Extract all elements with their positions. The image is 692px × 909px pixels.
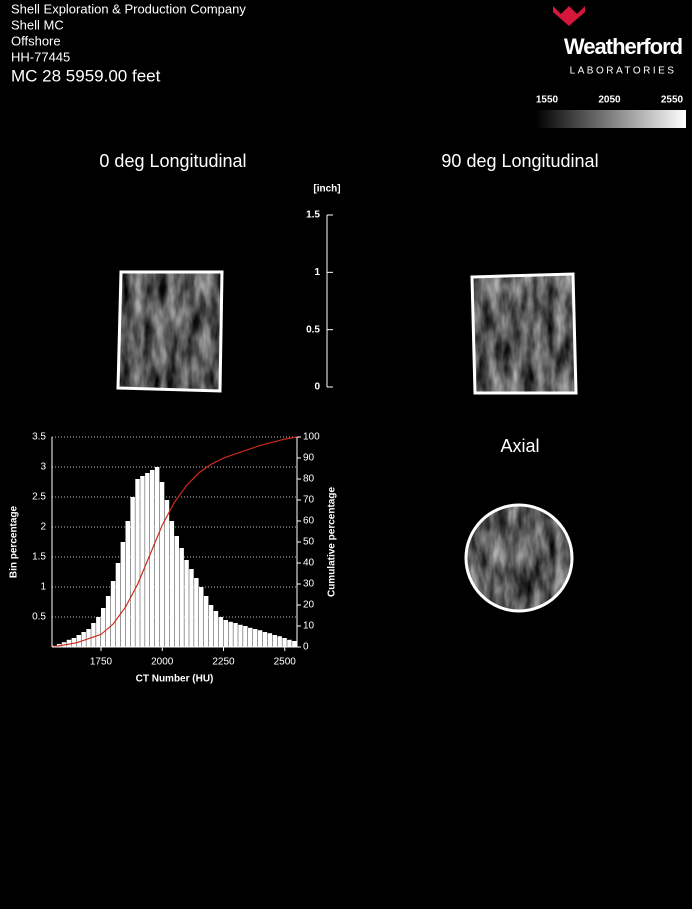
y2-tick-label: 80 bbox=[303, 474, 315, 485]
bar bbox=[194, 578, 199, 647]
bar bbox=[174, 536, 179, 647]
logo-name: Weatherford bbox=[564, 34, 682, 59]
bar bbox=[71, 638, 77, 647]
scan-axial bbox=[464, 503, 574, 613]
logo-icon bbox=[553, 6, 585, 26]
y2-tick-label: 90 bbox=[303, 453, 315, 464]
bar bbox=[115, 563, 121, 647]
y-tick-label: 2 bbox=[40, 522, 46, 533]
scan-90deg bbox=[470, 272, 578, 395]
logo-sub: LABORATORIES bbox=[570, 66, 677, 77]
bar bbox=[292, 641, 297, 647]
y2-tick-label: 70 bbox=[303, 495, 315, 506]
bar bbox=[238, 624, 243, 647]
y2-tick-label: 10 bbox=[303, 621, 315, 632]
scan-0deg bbox=[116, 270, 224, 393]
y-tick-label: 1.5 bbox=[32, 552, 46, 563]
bar bbox=[282, 638, 287, 647]
scale-unit: [inch] bbox=[313, 184, 340, 195]
y2-tick-label: 50 bbox=[303, 537, 315, 548]
x-tick-label: 1750 bbox=[90, 657, 113, 668]
bar bbox=[277, 636, 282, 647]
bar bbox=[164, 500, 170, 647]
colorbar bbox=[535, 110, 686, 128]
bar bbox=[252, 629, 258, 647]
colorbar-tick-label: 1550 bbox=[536, 95, 559, 106]
colorbar-tick-label: 2050 bbox=[598, 95, 621, 106]
bar bbox=[154, 467, 160, 647]
bar bbox=[213, 611, 219, 647]
bar bbox=[120, 542, 126, 647]
x-tick-label: 2250 bbox=[212, 657, 235, 668]
y-tick-label: 2.5 bbox=[32, 492, 46, 503]
header-line: Offshore bbox=[11, 33, 61, 48]
y-axis-label: Bin percentage bbox=[9, 505, 20, 578]
bar bbox=[66, 639, 72, 647]
bar bbox=[248, 627, 253, 647]
view-title: 90 deg Longitudinal bbox=[441, 151, 598, 171]
y-tick-label: 1 bbox=[40, 582, 46, 593]
y2-axis-label: Cumulative percentage bbox=[327, 487, 338, 597]
header-line: Shell MC bbox=[11, 17, 64, 32]
bar bbox=[218, 617, 224, 647]
bar bbox=[101, 608, 106, 647]
bar bbox=[267, 633, 273, 647]
y2-tick-label: 20 bbox=[303, 600, 315, 611]
x-tick-label: 2500 bbox=[274, 657, 297, 668]
bar bbox=[105, 596, 111, 647]
bar bbox=[203, 596, 209, 647]
bar bbox=[262, 632, 268, 647]
bar bbox=[179, 548, 184, 647]
bar bbox=[76, 635, 81, 647]
y2-tick-label: 100 bbox=[303, 432, 320, 443]
bar bbox=[130, 497, 135, 647]
x-tick-label: 2000 bbox=[151, 657, 174, 668]
bar bbox=[257, 630, 263, 647]
bar bbox=[233, 623, 238, 647]
scale-tick-label: 0.5 bbox=[306, 324, 320, 335]
bar bbox=[81, 632, 86, 647]
bar bbox=[135, 479, 140, 647]
colorbar-tick-label: 2550 bbox=[661, 95, 684, 106]
view-title: 0 deg Longitudinal bbox=[99, 151, 246, 171]
y2-tick-label: 30 bbox=[303, 579, 315, 590]
bar bbox=[96, 617, 101, 647]
header-line: HH-77445 bbox=[11, 49, 70, 64]
bar bbox=[272, 635, 277, 647]
x-axis-label: CT Number (HU) bbox=[136, 674, 214, 685]
bar bbox=[91, 623, 96, 647]
bar bbox=[110, 581, 116, 647]
bar bbox=[184, 560, 189, 647]
cumulative-line bbox=[51, 436, 298, 648]
bar bbox=[243, 626, 248, 647]
depth: MC 28 5959.00 feet bbox=[11, 66, 161, 85]
bar bbox=[159, 482, 165, 647]
bar bbox=[125, 521, 130, 647]
bar bbox=[189, 569, 194, 647]
y-tick-label: 3.5 bbox=[32, 432, 46, 443]
bar bbox=[140, 476, 145, 647]
bar bbox=[86, 629, 91, 647]
bar bbox=[287, 639, 292, 647]
view-title: Axial bbox=[500, 436, 539, 456]
header-line: Shell Exploration & Production Company bbox=[11, 1, 246, 16]
bar bbox=[169, 521, 175, 647]
y2-tick-label: 60 bbox=[303, 516, 315, 527]
scale-tick-label: 1 bbox=[314, 267, 320, 278]
y-tick-label: 0.5 bbox=[32, 612, 46, 623]
y-tick-label: 3 bbox=[40, 462, 46, 473]
bar bbox=[208, 605, 214, 647]
bar bbox=[228, 621, 233, 647]
y2-tick-label: 40 bbox=[303, 558, 315, 569]
y2-tick-label: 0 bbox=[303, 642, 309, 653]
bar bbox=[150, 470, 155, 647]
bar bbox=[199, 587, 204, 647]
scale-tick-label: 0 bbox=[314, 382, 320, 393]
bar bbox=[223, 620, 228, 647]
scale-tick-label: 1.5 bbox=[306, 210, 320, 221]
